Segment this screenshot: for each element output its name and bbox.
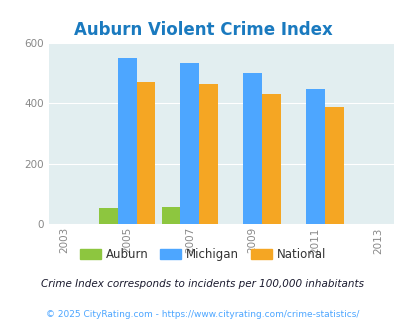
Text: Auburn Violent Crime Index: Auburn Violent Crime Index [73, 21, 332, 39]
Bar [199, 84, 217, 224]
Legend: Auburn, Michigan, National: Auburn, Michigan, National [75, 244, 330, 266]
Bar [180, 63, 199, 224]
Bar [261, 94, 280, 224]
Bar [305, 89, 324, 224]
Text: Crime Index corresponds to incidents per 100,000 inhabitants: Crime Index corresponds to incidents per… [41, 279, 364, 289]
Bar [161, 207, 180, 224]
Bar [324, 107, 343, 224]
Text: © 2025 CityRating.com - https://www.cityrating.com/crime-statistics/: © 2025 CityRating.com - https://www.city… [46, 310, 359, 319]
Bar [99, 208, 117, 224]
Bar [136, 82, 155, 224]
Bar [243, 73, 261, 224]
Bar [117, 58, 136, 224]
